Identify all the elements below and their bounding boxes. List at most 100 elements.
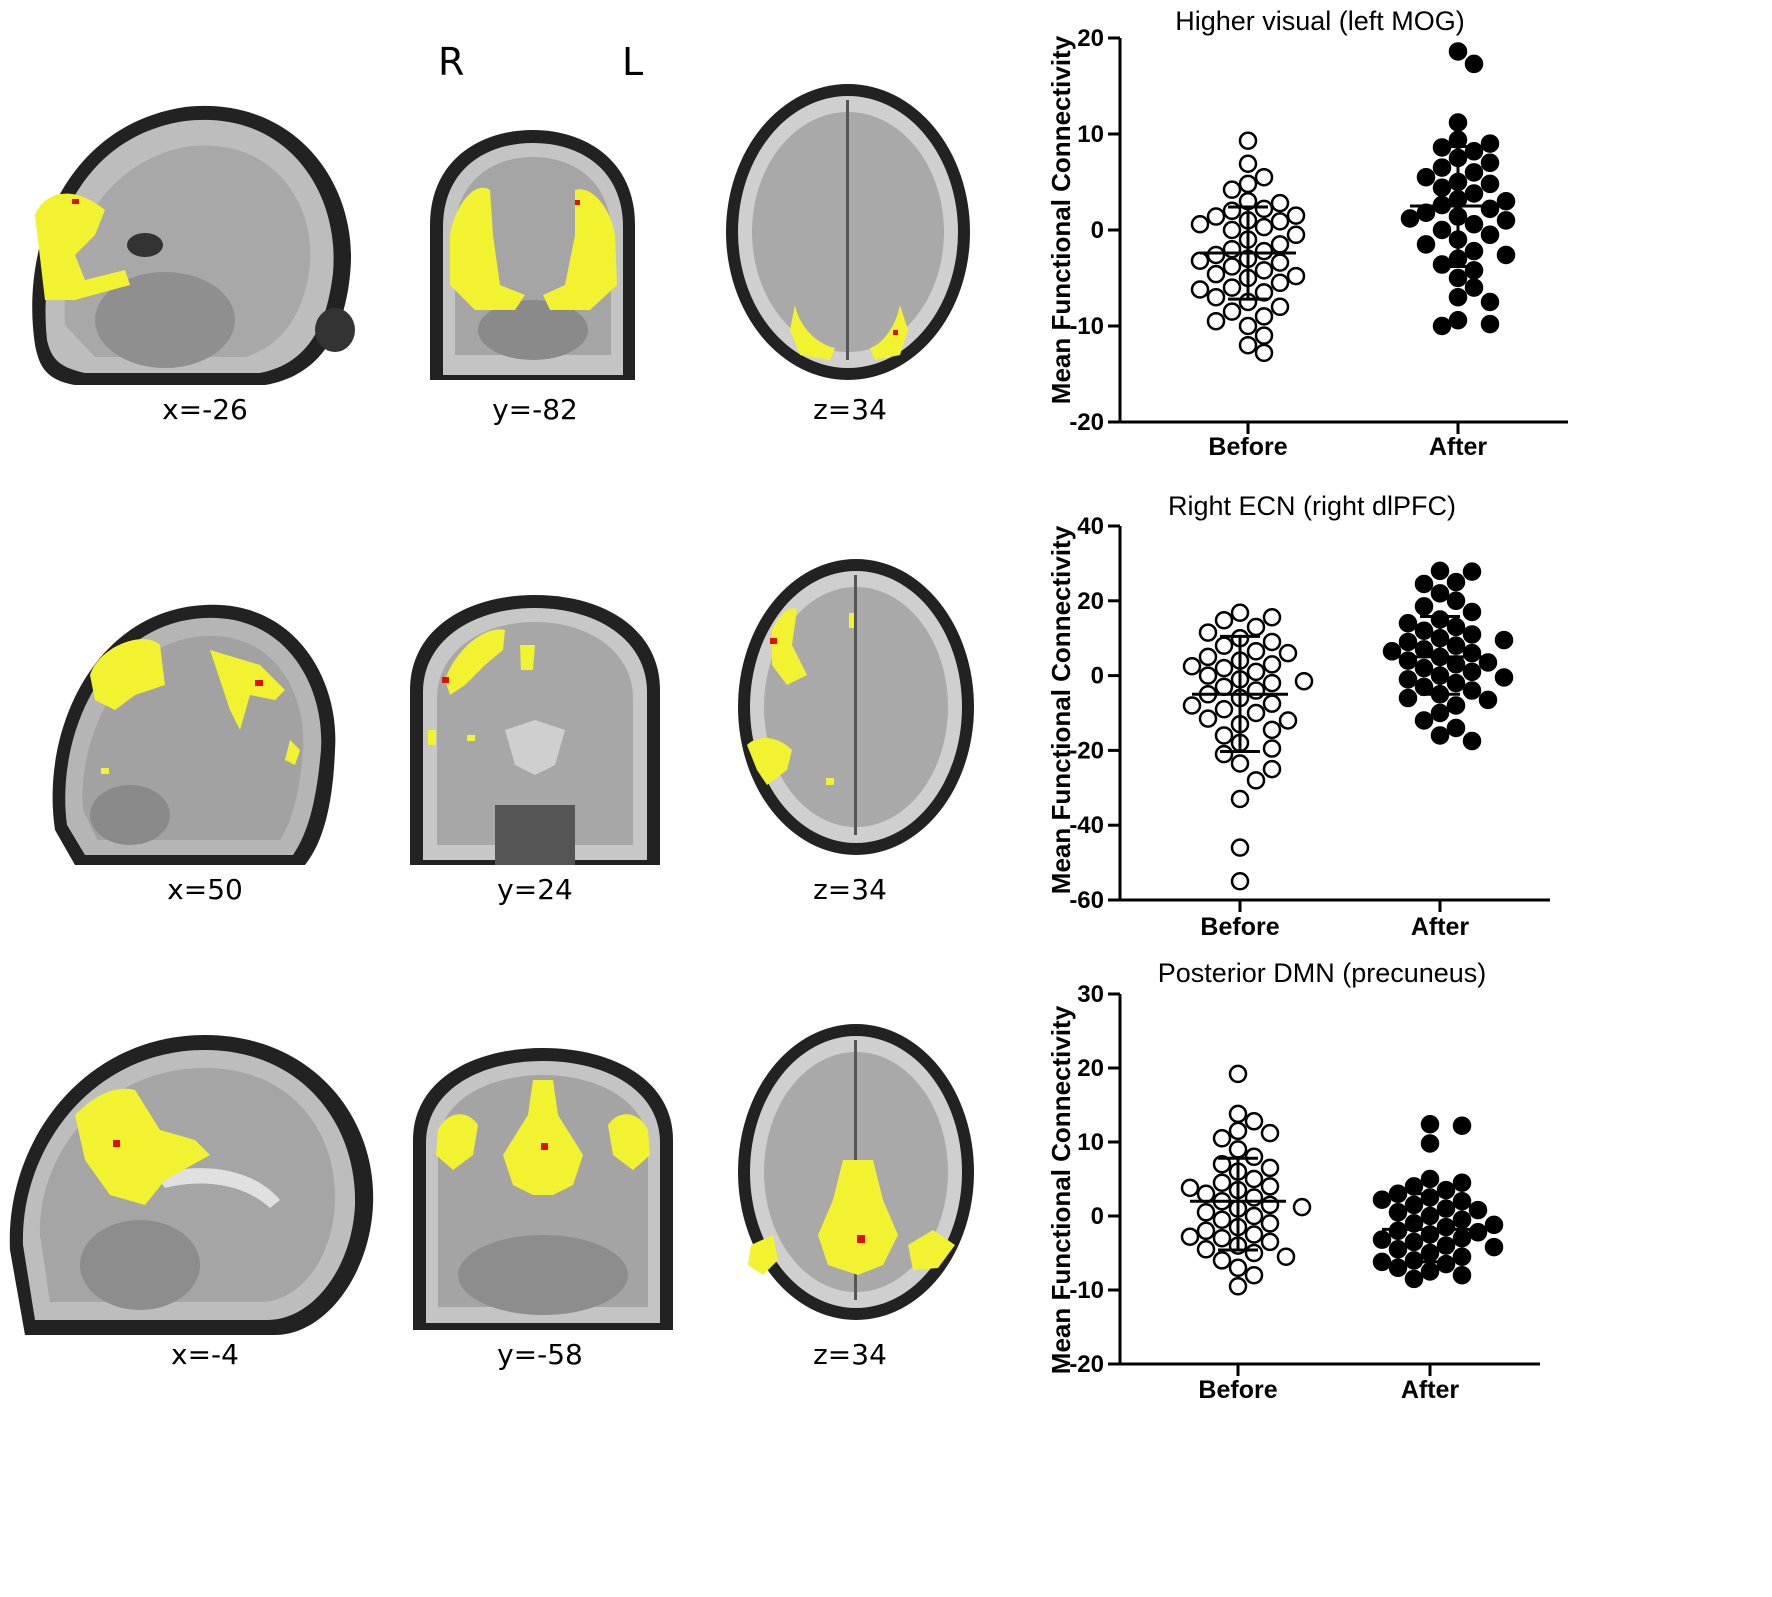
data-point bbox=[1414, 597, 1434, 616]
y-tick-label: 20 bbox=[1077, 588, 1104, 615]
data-point bbox=[1230, 789, 1250, 809]
data-point bbox=[1462, 625, 1482, 644]
x-tick-label: Before bbox=[1208, 433, 1287, 461]
data-point bbox=[1430, 703, 1450, 723]
data-point bbox=[1286, 206, 1306, 225]
data-point bbox=[1398, 651, 1418, 670]
data-point bbox=[1222, 278, 1242, 297]
y-tick-label: 20 bbox=[1077, 25, 1104, 52]
data-point bbox=[1244, 1243, 1264, 1263]
data-point bbox=[1262, 720, 1282, 740]
data-point bbox=[1388, 1203, 1408, 1222]
brain-slice-axial bbox=[732, 555, 980, 860]
data-point bbox=[1206, 245, 1226, 265]
data-point bbox=[1206, 264, 1226, 284]
scatter-chart-right-ecn: Right ECN (right dlPFC) Mean Functional … bbox=[1000, 480, 1772, 960]
brain-slice-coronal bbox=[405, 590, 665, 870]
data-point bbox=[1446, 655, 1466, 674]
data-point bbox=[1244, 1112, 1264, 1131]
data-point bbox=[1414, 677, 1434, 697]
chart-title: Higher visual (left MOG) bbox=[1175, 6, 1465, 36]
y-tick-label: 10 bbox=[1077, 121, 1104, 148]
data-point bbox=[1254, 217, 1274, 237]
data-point bbox=[1214, 726, 1234, 745]
y-tick-label: -20 bbox=[1069, 1351, 1104, 1378]
brain-slice-coronal bbox=[405, 125, 660, 385]
y-tick-label: 0 bbox=[1091, 663, 1104, 690]
data-point bbox=[1462, 662, 1482, 682]
data-point bbox=[1198, 623, 1218, 642]
data-point bbox=[1244, 1225, 1264, 1244]
data-point bbox=[1254, 261, 1274, 280]
y-tick-label: -10 bbox=[1069, 1277, 1104, 1304]
data-point bbox=[1244, 1265, 1264, 1285]
orientation-right-label: R bbox=[438, 40, 465, 84]
data-point bbox=[1430, 561, 1450, 581]
data-point bbox=[1462, 602, 1482, 622]
data-point bbox=[1196, 1184, 1216, 1204]
data-point bbox=[1416, 167, 1436, 187]
data-point bbox=[1448, 268, 1468, 288]
data-point bbox=[1206, 207, 1226, 226]
scatter-chart-higher-visual: Higher visual (left MOG) Mean Functional… bbox=[1000, 0, 1772, 530]
data-point bbox=[1196, 1221, 1216, 1241]
data-point bbox=[1246, 703, 1266, 723]
chart-title: Posterior DMN (precuneus) bbox=[1158, 958, 1487, 988]
data-point bbox=[1464, 278, 1484, 297]
data-point bbox=[1254, 307, 1274, 326]
y-tick-label: 40 bbox=[1077, 513, 1104, 540]
data-point bbox=[1228, 1104, 1248, 1124]
data-point bbox=[1206, 287, 1226, 307]
slice-coordinate-label: z=34 bbox=[813, 393, 887, 426]
y-axis-label: Mean Functional Connectivity bbox=[1046, 1005, 1076, 1374]
data-point bbox=[1228, 1064, 1248, 1084]
brain-slice-coronal bbox=[408, 1045, 678, 1335]
data-point bbox=[1270, 193, 1290, 213]
data-point bbox=[1214, 658, 1234, 678]
data-point bbox=[1262, 632, 1282, 652]
data-point bbox=[1238, 316, 1258, 336]
data-point bbox=[1244, 1206, 1264, 1226]
data-point bbox=[1432, 316, 1452, 336]
data-point bbox=[1228, 1140, 1248, 1159]
brain-slice-sagittal bbox=[5, 1030, 380, 1340]
data-point bbox=[1270, 297, 1290, 317]
data-point bbox=[1494, 630, 1514, 650]
data-point bbox=[1480, 292, 1500, 312]
data-point bbox=[1228, 1258, 1248, 1278]
data-point bbox=[1190, 214, 1210, 234]
y-tick-label: 30 bbox=[1077, 981, 1104, 1008]
data-point bbox=[1432, 178, 1452, 198]
y-tick-label: 20 bbox=[1077, 1055, 1104, 1082]
data-point bbox=[1260, 1232, 1280, 1252]
data-point bbox=[1448, 287, 1468, 307]
data-point bbox=[1222, 180, 1242, 199]
chart-title: Right ECN (right dlPFC) bbox=[1168, 491, 1456, 521]
data-point bbox=[1198, 647, 1218, 667]
data-point bbox=[1484, 1237, 1504, 1257]
slice-coordinate-label: y=-58 bbox=[497, 1338, 583, 1371]
data-point bbox=[1262, 655, 1282, 674]
data-point bbox=[1212, 1129, 1232, 1148]
x-tick-label: After bbox=[1411, 913, 1470, 941]
data-point bbox=[1260, 1195, 1280, 1215]
data-point bbox=[1254, 167, 1274, 187]
data-point bbox=[1182, 657, 1202, 676]
data-point bbox=[1404, 1232, 1424, 1252]
data-point bbox=[1270, 212, 1290, 231]
y-tick-label: -60 bbox=[1069, 887, 1104, 914]
slice-coordinate-label: y=-82 bbox=[492, 393, 578, 426]
data-point bbox=[1446, 718, 1466, 738]
data-point bbox=[1448, 42, 1468, 61]
data-point bbox=[1206, 311, 1226, 331]
data-point bbox=[1372, 1252, 1392, 1272]
data-point bbox=[1484, 1215, 1504, 1235]
data-point bbox=[1404, 1269, 1424, 1289]
data-point bbox=[1464, 163, 1484, 182]
data-point bbox=[1452, 1191, 1472, 1211]
y-tick-label: -40 bbox=[1069, 812, 1104, 839]
plot-area: -20 -10 0 10 20 Before After bbox=[1069, 25, 1568, 461]
data-point bbox=[1462, 731, 1482, 751]
data-point bbox=[1270, 253, 1290, 272]
data-point bbox=[1372, 1230, 1392, 1249]
